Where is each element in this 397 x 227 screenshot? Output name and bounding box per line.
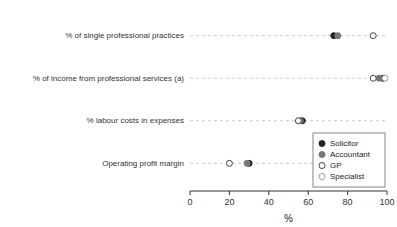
dot — [244, 160, 250, 166]
tick-label: 100 — [379, 197, 394, 207]
category-line — [190, 35, 387, 36]
axis-line — [190, 191, 387, 192]
category-line — [190, 78, 387, 79]
tick-mark — [308, 191, 309, 195]
dot — [335, 33, 341, 39]
category-line — [190, 120, 387, 121]
dot — [376, 75, 382, 81]
dot — [370, 33, 376, 39]
tick-label: 0 — [187, 197, 192, 207]
legend-label: Accountant — [330, 150, 371, 159]
dot — [382, 75, 388, 81]
tick-label: 80 — [343, 197, 353, 207]
tick-mark — [190, 191, 191, 195]
category-label: % labour costs in expenses — [87, 116, 184, 125]
legend-swatch — [319, 152, 325, 158]
legend: Solicitor Accountant GP Specialist — [313, 133, 385, 187]
x-axis-label: % — [284, 213, 293, 224]
legend-label: Specialist — [330, 172, 365, 181]
legend-swatch — [319, 174, 325, 180]
tick-mark — [347, 191, 348, 195]
series — [226, 33, 376, 167]
dot — [370, 75, 376, 81]
tick-mark — [268, 191, 269, 195]
chart: Operating profit margin % labour costs in… — [0, 0, 397, 227]
tick-label: 60 — [303, 197, 313, 207]
dot — [226, 160, 232, 166]
dot — [295, 118, 301, 124]
tick-mark — [229, 191, 230, 195]
category-label: % of single professional practices — [65, 31, 184, 40]
tick-label: 20 — [224, 197, 234, 207]
series — [382, 75, 388, 81]
tick-mark — [387, 191, 388, 195]
legend-frame — [313, 133, 385, 187]
legend-swatch — [319, 141, 325, 147]
x-axis: 0 20 40 60 80 100 — [187, 191, 394, 207]
category-label: Operating profit margin — [102, 159, 184, 168]
category-axis: Operating profit margin % labour costs in… — [33, 31, 387, 168]
legend-label: Solicitor — [330, 139, 359, 148]
legend-label: GP — [330, 161, 342, 170]
tick-label: 40 — [264, 197, 274, 207]
legend-swatch — [319, 163, 325, 169]
category-label: % of income from professional services (… — [33, 74, 185, 83]
